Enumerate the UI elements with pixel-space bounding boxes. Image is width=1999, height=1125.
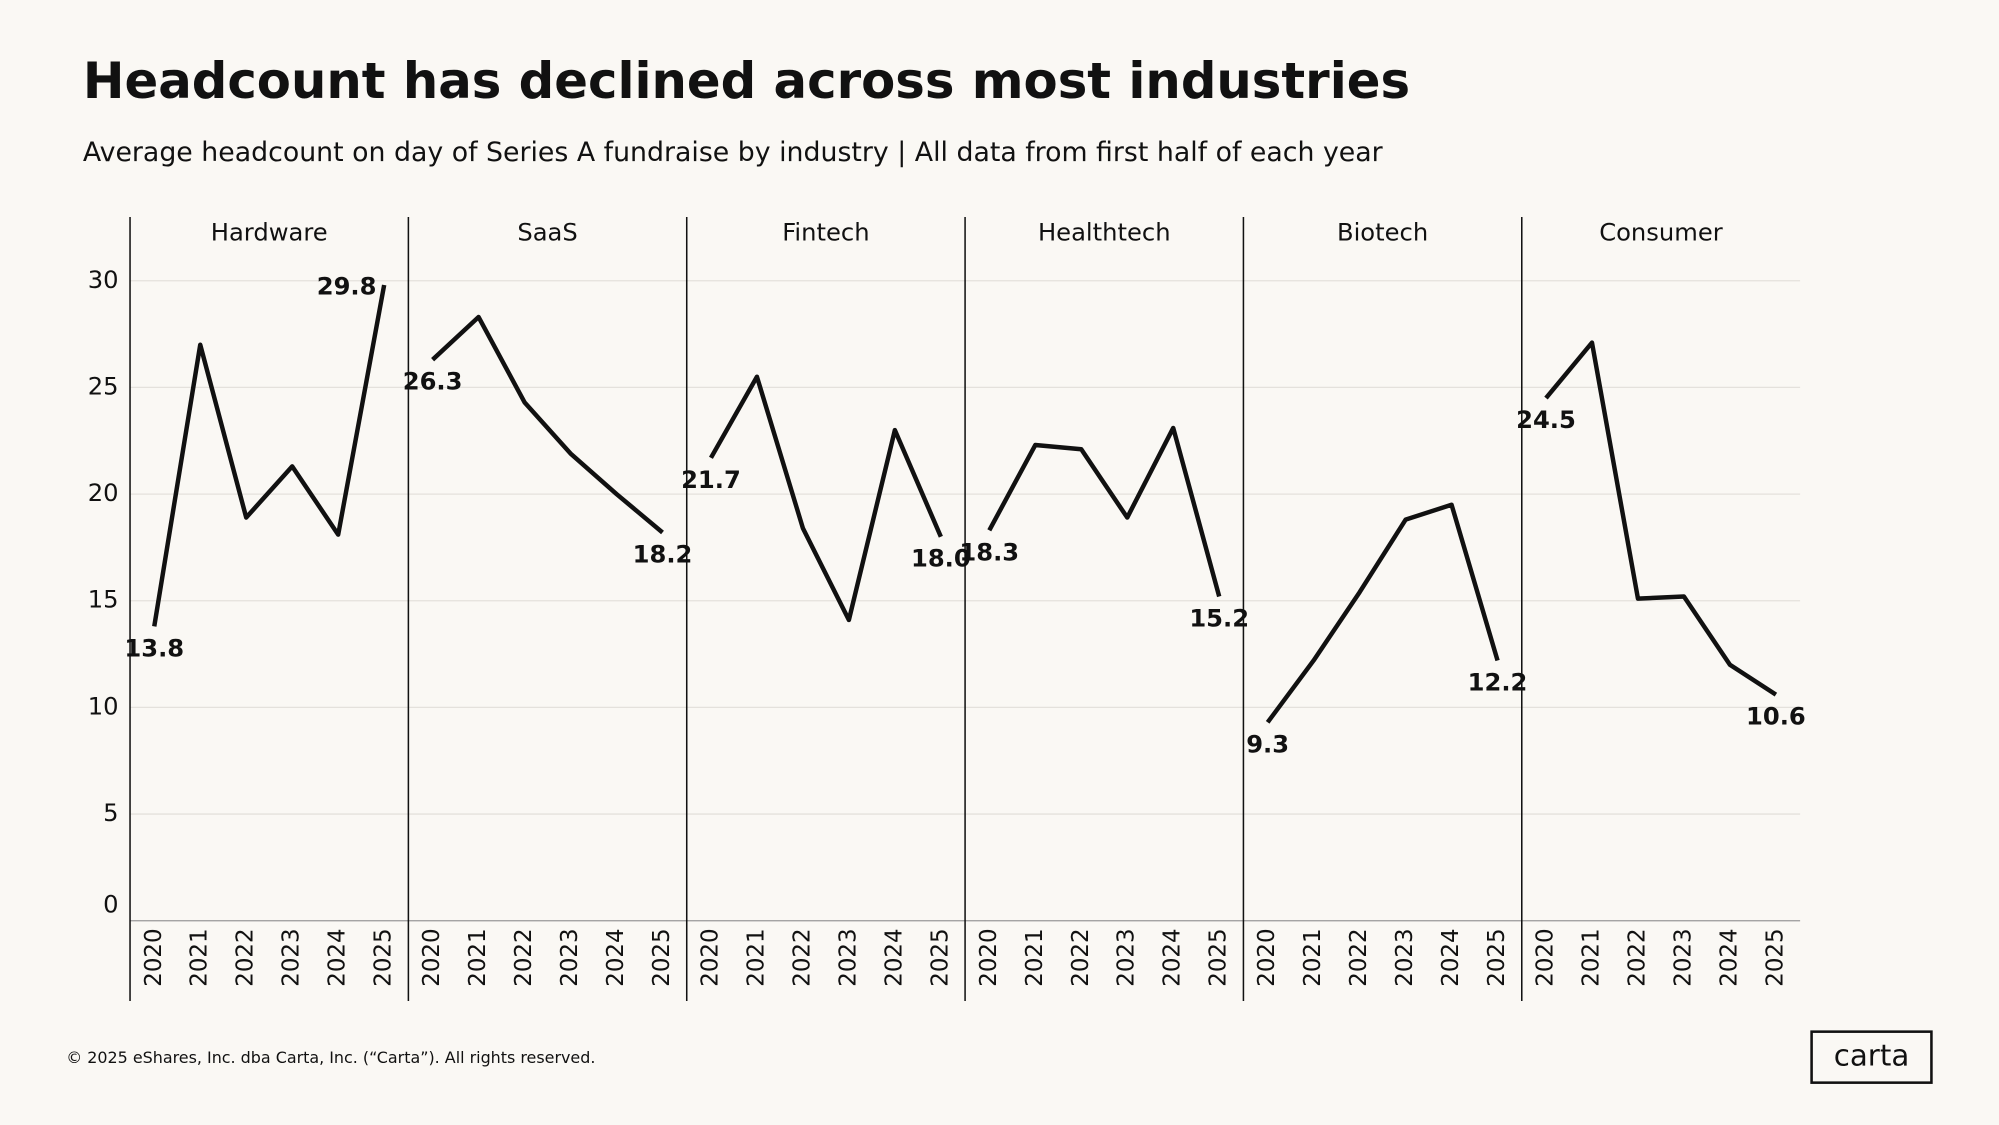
- y-tick-label: 15: [88, 586, 119, 614]
- x-tick-label: 2025: [1484, 928, 1510, 986]
- x-tick-label: 2025: [1206, 928, 1232, 986]
- logo: carta: [1834, 1039, 1910, 1073]
- x-tick-label: 2022: [233, 928, 259, 986]
- x-tick-label: 2020: [976, 928, 1002, 986]
- x-tick-label: 2023: [835, 928, 861, 986]
- x-tick-label: 2021: [1578, 928, 1604, 986]
- panel-header: SaaS: [517, 219, 577, 247]
- x-tick-label: 2020: [697, 928, 723, 986]
- x-tick-label: 2025: [649, 928, 675, 986]
- x-tick-label: 2022: [1624, 928, 1650, 986]
- x-tick-label: 2021: [1022, 928, 1048, 986]
- y-tick-label: 0: [103, 890, 118, 918]
- line: [987, 425, 1222, 598]
- panel-header: Biotech: [1337, 219, 1428, 247]
- x-tick-label: 2020: [1532, 928, 1558, 986]
- line: [709, 374, 943, 623]
- x-tick-label: 2025: [371, 928, 397, 986]
- x-tick-label: 2023: [1114, 928, 1140, 986]
- x-tick-label: 2024: [325, 928, 351, 986]
- x-tick-label: 2024: [881, 928, 907, 986]
- x-tick-label: 2021: [743, 928, 769, 986]
- chart-title: Headcount has declined across most indus…: [83, 52, 1410, 110]
- x-tick-label: 2025: [927, 928, 953, 986]
- copyright: © 2025 eShares, Inc. dba Carta, Inc. (“C…: [66, 1048, 595, 1067]
- value-label: 26.3: [403, 368, 463, 396]
- x-tick-label: 2020: [1254, 928, 1280, 986]
- x-tick-label: 2022: [511, 928, 537, 986]
- value-label: 15.2: [1189, 604, 1249, 632]
- y-tick-label: 10: [88, 692, 119, 720]
- line: [152, 284, 387, 627]
- x-tick-label: 2020: [419, 928, 445, 986]
- logo-box: [1810, 1030, 1933, 1084]
- value-label: 18.2: [633, 540, 693, 568]
- x-tick-label: 2024: [1716, 928, 1742, 986]
- x-tick-label: 2023: [1670, 928, 1696, 986]
- value-label: 24.5: [1516, 406, 1576, 434]
- x-tick-label: 2021: [187, 928, 213, 986]
- line: [1265, 502, 1500, 724]
- value-label: 10.6: [1746, 703, 1806, 731]
- y-tick-label: 5: [103, 799, 118, 827]
- value-label: 9.3: [1246, 730, 1289, 758]
- x-tick-label: 2021: [1300, 928, 1326, 986]
- x-tick-label: 2023: [279, 928, 305, 986]
- y-tick-label: 30: [88, 266, 119, 294]
- panel-header: Fintech: [782, 219, 869, 247]
- y-tick-label: 25: [88, 372, 119, 400]
- line: [431, 314, 664, 535]
- line: [1544, 340, 1778, 697]
- value-label: 12.2: [1468, 668, 1528, 696]
- panel-header: Consumer: [1599, 219, 1723, 247]
- panel-header: Hardware: [211, 219, 328, 247]
- x-tick-label: 2021: [465, 928, 491, 986]
- panel-header: Healthtech: [1038, 219, 1171, 247]
- x-tick-label: 2022: [1068, 928, 1094, 986]
- x-tick-label: 2025: [1762, 928, 1788, 986]
- chart-subtitle: Average headcount on day of Series A fun…: [83, 137, 1383, 168]
- value-label: 13.8: [124, 634, 184, 662]
- x-tick-label: 2024: [1438, 928, 1464, 986]
- x-tick-label: 2024: [603, 928, 629, 986]
- y-tick-label: 20: [88, 479, 119, 507]
- x-tick-label: 2023: [557, 928, 583, 986]
- value-label: 29.8: [317, 273, 377, 301]
- x-tick-label: 2024: [1160, 928, 1186, 986]
- value-label: 18.0: [911, 545, 971, 573]
- x-tick-label: 2023: [1392, 928, 1418, 986]
- x-tick-label: 2022: [1346, 928, 1372, 986]
- x-tick-label: 2022: [789, 928, 815, 986]
- x-tick-label: 2020: [141, 928, 167, 986]
- value-label: 18.3: [959, 538, 1019, 566]
- value-label: 21.7: [681, 466, 741, 494]
